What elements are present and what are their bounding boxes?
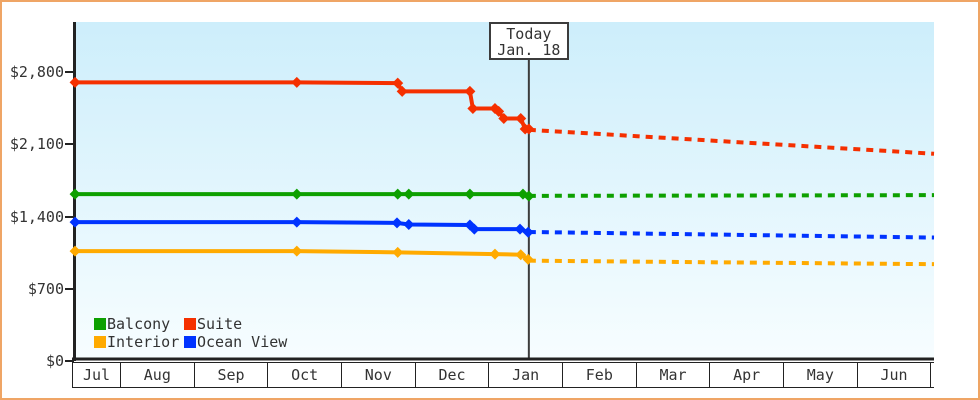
y-axis-tick bbox=[65, 215, 74, 218]
ocean-view-forecast-line bbox=[528, 229, 935, 240]
month-cell-nov: Nov bbox=[342, 363, 416, 387]
suite-data-point bbox=[464, 85, 476, 97]
suite-data-point bbox=[523, 123, 535, 135]
today-label: Today bbox=[506, 25, 552, 43]
month-cell-jan: Jan bbox=[489, 363, 563, 387]
y-axis-label: $700 bbox=[27, 279, 64, 298]
interior-forecast-line bbox=[528, 258, 935, 267]
month-cell-partial bbox=[931, 363, 935, 387]
suite-data-point bbox=[69, 76, 81, 88]
balcony-data-point bbox=[392, 188, 404, 200]
month-cell-jul: Jul bbox=[73, 363, 121, 387]
interior-data-point bbox=[291, 245, 303, 257]
balcony-color-swatch bbox=[94, 318, 106, 330]
chart-legend: Balcony Suite Interior Ocean View bbox=[94, 315, 287, 351]
today-date: Jan. 18 bbox=[497, 41, 561, 59]
month-cell-jun: Jun bbox=[858, 363, 932, 387]
suite-data-point bbox=[392, 77, 404, 89]
month-cell-may: May bbox=[784, 363, 858, 387]
ocean-view-data-point bbox=[403, 218, 415, 230]
ocean-view-data-point bbox=[391, 217, 403, 229]
series-balcony bbox=[69, 188, 935, 202]
series-interior bbox=[69, 245, 935, 267]
y-axis-tick bbox=[65, 360, 74, 362]
suite-data-point bbox=[291, 76, 303, 88]
ocean-view-history-line bbox=[75, 220, 529, 235]
series-ocean-view bbox=[69, 216, 935, 240]
month-cell-oct: Oct bbox=[268, 363, 342, 387]
balcony-data-point bbox=[403, 188, 415, 200]
series-suite bbox=[69, 76, 935, 156]
month-cell-feb: Feb bbox=[563, 363, 637, 387]
suite-color-swatch bbox=[184, 318, 196, 330]
legend-item-interior: Interior bbox=[94, 333, 184, 351]
balcony-data-point bbox=[69, 188, 81, 200]
y-axis-tick bbox=[65, 287, 74, 290]
suite-data-point bbox=[396, 85, 408, 97]
legend-item-suite: Suite bbox=[184, 315, 287, 333]
legend-label: Ocean View bbox=[197, 333, 288, 351]
x-axis-month-table: Jul Aug Sep Oct Nov Dec Jan Feb Mar Apr May Jun bbox=[72, 362, 934, 388]
legend-label: Interior bbox=[107, 333, 180, 351]
ocean-view-data-point bbox=[522, 226, 534, 238]
y-axis-label: $1,400 bbox=[9, 207, 64, 226]
interior-data-point bbox=[515, 249, 527, 261]
legend-item-balcony: Balcony bbox=[94, 315, 184, 333]
balcony-data-point bbox=[291, 188, 303, 200]
month-cell-aug: Aug bbox=[121, 363, 195, 387]
ocean-view-data-point bbox=[514, 223, 526, 235]
suite-data-point bbox=[515, 112, 527, 124]
interior-data-point bbox=[522, 253, 534, 265]
ocean-view-data-point bbox=[69, 216, 81, 228]
suite-forecast-line bbox=[528, 127, 935, 156]
y-axis-tick bbox=[65, 71, 74, 73]
ocean-view-color-swatch bbox=[184, 336, 196, 348]
plot-area bbox=[76, 22, 934, 359]
y-axis-label: $2,800 bbox=[9, 63, 64, 81]
ocean-view-data-point bbox=[291, 216, 303, 228]
ocean-view-data-point bbox=[468, 223, 480, 235]
x-axis-line bbox=[72, 357, 934, 361]
interior-data-point bbox=[69, 245, 81, 257]
legend-item-ocean-view: Ocean View bbox=[184, 333, 287, 351]
interior-color-swatch bbox=[94, 336, 106, 348]
balcony-forecast-line bbox=[528, 193, 935, 198]
legend-label: Suite bbox=[197, 315, 243, 333]
interior-data-point bbox=[392, 246, 404, 258]
month-cell-mar: Mar bbox=[637, 363, 711, 387]
month-cell-sep: Sep bbox=[195, 363, 269, 387]
legend-label: Balcony bbox=[107, 315, 171, 333]
today-annotation-box: Today Jan. 18 bbox=[488, 22, 569, 60]
suite-data-point bbox=[498, 112, 510, 124]
interior-data-point bbox=[489, 248, 501, 260]
y-axis-tick bbox=[65, 143, 74, 146]
month-cell-dec: Dec bbox=[416, 363, 490, 387]
balcony-data-point bbox=[464, 188, 476, 200]
balcony-data-point bbox=[523, 190, 535, 202]
y-axis-label: $0 bbox=[45, 352, 64, 370]
month-cell-apr: Apr bbox=[710, 363, 784, 387]
y-axis-label: $2,100 bbox=[9, 135, 64, 154]
suite-data-point bbox=[467, 103, 479, 115]
suite-data-point bbox=[493, 105, 505, 117]
